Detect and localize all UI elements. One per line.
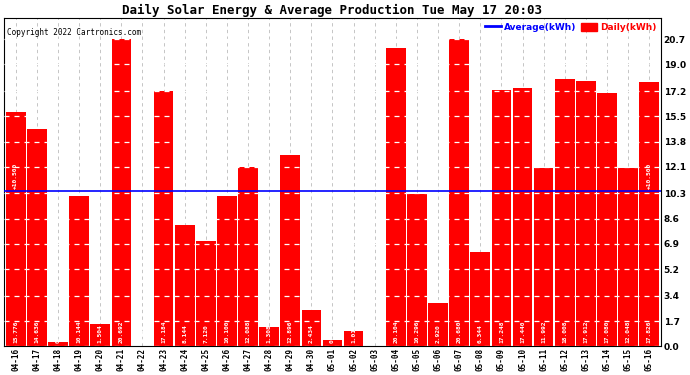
Text: 1.308: 1.308 xyxy=(266,324,272,343)
Bar xyxy=(196,241,215,346)
Bar xyxy=(217,196,237,346)
Text: 17.248: 17.248 xyxy=(499,320,504,343)
Text: 11.992: 11.992 xyxy=(541,320,546,343)
Bar xyxy=(69,196,89,346)
Bar xyxy=(344,331,364,346)
Text: 2.920: 2.920 xyxy=(435,324,440,343)
Text: Copyright 2022 Cartronics.com: Copyright 2022 Cartronics.com xyxy=(8,28,141,37)
Text: 0.000: 0.000 xyxy=(372,324,377,343)
Text: 1.504: 1.504 xyxy=(98,324,103,343)
Bar xyxy=(618,168,638,346)
Bar xyxy=(640,82,659,346)
Text: 0.312: 0.312 xyxy=(55,324,61,343)
Bar xyxy=(491,90,511,346)
Bar xyxy=(27,129,47,346)
Text: 10.296: 10.296 xyxy=(415,320,420,343)
Text: 10.100: 10.100 xyxy=(224,320,229,343)
Text: 2.434: 2.434 xyxy=(309,324,314,343)
Text: 20.692: 20.692 xyxy=(119,320,124,343)
Bar xyxy=(428,303,448,346)
Bar xyxy=(238,167,258,346)
Bar xyxy=(154,92,173,346)
Bar xyxy=(6,112,26,346)
Text: 17.184: 17.184 xyxy=(161,320,166,343)
Legend: Average(kWh), Daily(kWh): Average(kWh), Daily(kWh) xyxy=(485,23,656,32)
Bar xyxy=(48,342,68,346)
Bar xyxy=(302,310,321,347)
Text: 17.440: 17.440 xyxy=(520,320,525,343)
Text: 6.344: 6.344 xyxy=(477,324,483,343)
Text: 17.080: 17.080 xyxy=(604,320,609,343)
Text: 7.120: 7.120 xyxy=(204,324,208,343)
Bar xyxy=(280,155,300,347)
Bar xyxy=(449,39,469,346)
Bar xyxy=(555,79,575,347)
Bar xyxy=(90,324,110,346)
Text: 14.636: 14.636 xyxy=(34,320,39,343)
Text: 12.896: 12.896 xyxy=(288,320,293,343)
Text: 17.826: 17.826 xyxy=(647,320,651,343)
Bar xyxy=(597,93,617,346)
Bar xyxy=(323,340,342,346)
Text: 10.144: 10.144 xyxy=(77,320,81,343)
Text: 15.776: 15.776 xyxy=(13,320,18,343)
Bar xyxy=(259,327,279,346)
Text: 0.000: 0.000 xyxy=(140,324,145,343)
Title: Daily Solar Energy & Average Production Tue May 17 20:03: Daily Solar Energy & Average Production … xyxy=(123,4,542,17)
Bar xyxy=(471,252,490,346)
Bar xyxy=(513,87,532,346)
Text: 0.448: 0.448 xyxy=(330,324,335,343)
Text: 20.104: 20.104 xyxy=(393,320,398,343)
Text: +10.500: +10.500 xyxy=(647,163,651,189)
Text: 8.144: 8.144 xyxy=(182,324,187,343)
Bar xyxy=(175,225,195,346)
Text: 17.912: 17.912 xyxy=(583,320,589,343)
Text: 1.016: 1.016 xyxy=(351,324,356,343)
Text: 12.048: 12.048 xyxy=(626,320,631,343)
Bar xyxy=(112,39,131,346)
Text: 12.088: 12.088 xyxy=(246,320,250,343)
Text: 20.680: 20.680 xyxy=(457,320,462,343)
Bar xyxy=(534,168,553,346)
Text: 18.008: 18.008 xyxy=(562,320,567,343)
Bar xyxy=(576,81,595,346)
Text: +10.500: +10.500 xyxy=(13,163,18,189)
Bar xyxy=(386,48,406,346)
Bar xyxy=(407,194,426,346)
